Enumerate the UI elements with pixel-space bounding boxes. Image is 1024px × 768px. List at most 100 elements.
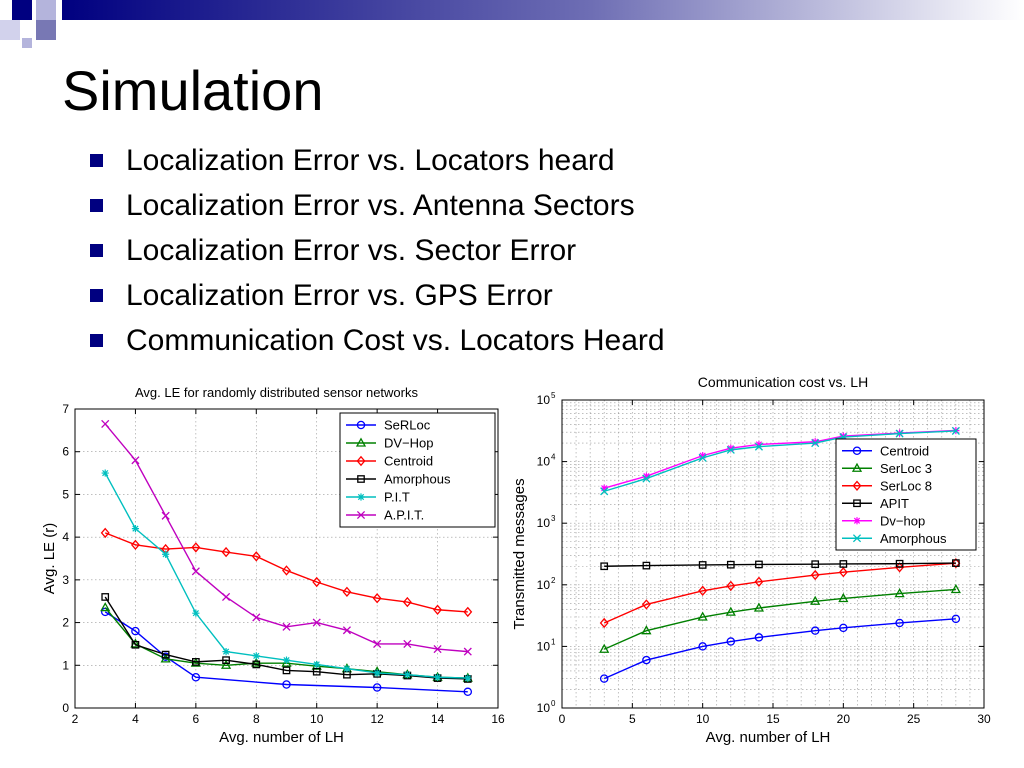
series-group [599, 583, 961, 653]
data-point [403, 671, 411, 679]
x-tick-label: 8 [253, 712, 260, 726]
y-tick-label: 7 [62, 402, 69, 416]
header-square-light [36, 0, 56, 20]
data-point [895, 562, 905, 573]
x-tick-label: 10 [696, 712, 710, 726]
data-point [252, 660, 261, 669]
legend-marker [852, 534, 862, 543]
data-point [894, 588, 905, 598]
data-point [252, 613, 261, 622]
x-tick-label: 6 [193, 712, 200, 726]
data-point [131, 626, 140, 636]
series-group [600, 426, 960, 496]
data-point [810, 569, 820, 581]
data-point [130, 539, 140, 551]
bullet-text: Localization Error vs. Locators heard [126, 144, 615, 177]
data-point [101, 469, 109, 477]
data-point [895, 429, 904, 438]
data-point [699, 452, 707, 460]
legend-marker [356, 510, 366, 520]
data-point [191, 542, 201, 553]
data-point [191, 672, 201, 682]
chart-title: Communication cost vs. LH [698, 374, 868, 390]
legend-label: Dv−hop [880, 513, 925, 528]
legend-label: P.I.T [384, 490, 410, 505]
bullet-item: Localization Error vs. Locators heard [88, 138, 665, 183]
bullet-square-icon [90, 334, 103, 347]
data-point [131, 456, 140, 465]
data-point [698, 642, 707, 651]
data-point [463, 647, 472, 656]
data-point [433, 673, 442, 681]
x-tick-label: 5 [629, 712, 636, 726]
data-point [463, 687, 473, 697]
bullet-list: Localization Error vs. Locators heard Lo… [88, 138, 665, 363]
data-point [697, 611, 708, 621]
series-line [603, 618, 956, 680]
y-tick-label: 3 [62, 573, 69, 587]
y-tick-label-base: 10 [537, 393, 551, 407]
header-decoration [0, 0, 1024, 48]
legend-marker [853, 499, 861, 508]
header-square-small [22, 38, 32, 48]
header-square-mid [36, 20, 56, 40]
data-point [952, 559, 960, 567]
y-axis-label: Avg. LE (r) [41, 523, 58, 594]
data-point [251, 551, 261, 562]
x-axis-label: Avg. number of LH [706, 729, 831, 746]
bullet-square-icon [90, 154, 103, 167]
data-point [282, 622, 291, 631]
data-point [282, 666, 291, 675]
data-point [698, 585, 708, 596]
series-line [603, 562, 956, 624]
data-point [220, 659, 232, 669]
y-tick-label-base: 10 [537, 455, 551, 469]
legend-marker [356, 455, 366, 467]
legend-label: DV−Hop [384, 436, 434, 451]
data-point [100, 602, 111, 612]
data-point [221, 546, 231, 558]
data-point [698, 561, 707, 569]
data-point [839, 432, 847, 440]
x-tick-label: 14 [431, 712, 445, 726]
data-point [312, 667, 321, 676]
data-point [838, 592, 849, 603]
data-point [810, 626, 820, 635]
data-point [839, 560, 848, 568]
data-point [811, 438, 820, 448]
x-tick-label: 25 [907, 712, 921, 726]
series-line [104, 532, 468, 613]
legend-label: SerLoc 3 [880, 461, 932, 476]
series-group [599, 558, 961, 629]
data-point [372, 683, 382, 692]
legend-marker [357, 493, 365, 501]
data-point [641, 625, 652, 635]
data-point [131, 525, 140, 533]
x-tick-label: 20 [837, 712, 851, 726]
series-group [101, 469, 472, 682]
y-tick-label: 6 [62, 445, 69, 459]
data-point [433, 604, 443, 615]
data-point [754, 633, 764, 642]
y-tick-label-exponent: 3 [551, 514, 556, 523]
series-group [101, 419, 472, 656]
data-point [599, 674, 609, 683]
data-point [753, 602, 765, 612]
data-point [343, 665, 351, 673]
data-point [810, 595, 821, 605]
data-point [951, 558, 961, 569]
data-point [725, 606, 736, 616]
data-point [342, 626, 351, 635]
data-point [642, 474, 651, 483]
data-point [726, 560, 735, 569]
data-point [251, 657, 262, 667]
legend-marker [355, 437, 367, 447]
data-point [372, 593, 382, 604]
bullet-item: Communication Cost vs. Locators Heard [88, 318, 665, 363]
data-point [641, 599, 651, 610]
data-point [463, 606, 473, 618]
bullet-text: Localization Error vs. Antenna Sectors [126, 189, 635, 222]
data-point [373, 669, 381, 677]
bullet-item: Localization Error vs. GPS Error [88, 273, 665, 318]
legend-marker [356, 420, 366, 430]
